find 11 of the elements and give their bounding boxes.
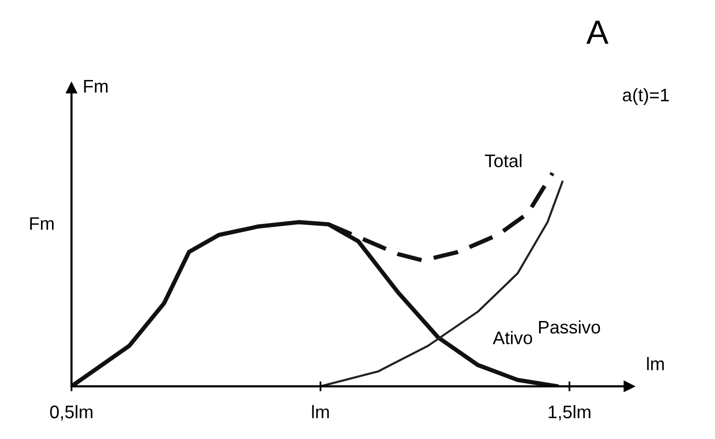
text: a(t)=1 (622, 88, 669, 105)
text: Fm (30, 217, 54, 230)
series-label: Ativo (492, 330, 532, 344)
chart-title: A (586, 20, 608, 44)
x-tick-label: lm (312, 405, 329, 418)
text: Passivo (539, 320, 600, 334)
x-tick-label: 1,5lm (548, 405, 590, 420)
x-tick-label: 0,5lm (50, 405, 92, 420)
x-axis-title: lm (647, 357, 664, 370)
y-axis-title: Fm (84, 80, 108, 92)
series-label: Total (484, 154, 522, 168)
